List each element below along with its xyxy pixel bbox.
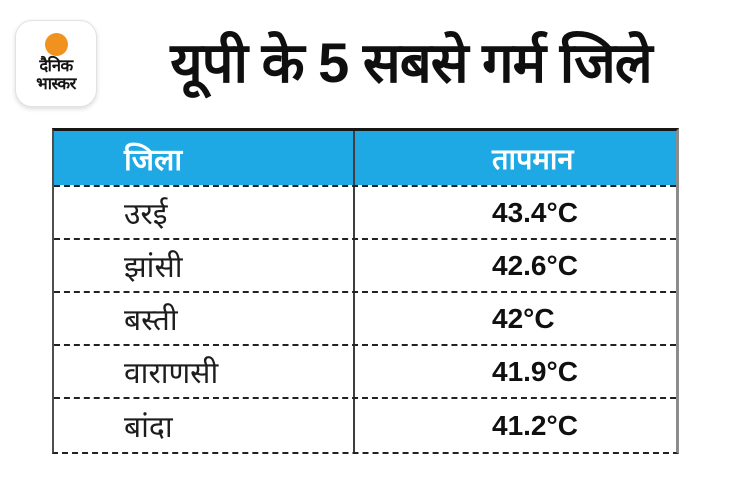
temperature-column-header: तापमान [355,131,676,185]
table-row: बस्ती 42°C [54,293,676,346]
temperature-cell: 42.6°C [492,249,578,281]
page-title: यूपी के 5 सबसे गर्म जिले [170,31,652,94]
table-row: झांसी 42.6°C [54,240,676,293]
table-row: वाराणसी 41.9°C [54,346,676,399]
logo-text-line1: दैनिक [39,57,73,76]
district-cell: उरई [54,187,355,238]
temperature-cell: 43.4°C [492,196,578,228]
temperature-cell: 41.2°C [492,409,578,441]
temperature-cell: 42°C [492,302,555,334]
district-cell: बांदा [54,399,355,452]
district-cell: बस्ती [54,293,355,344]
logo-text-line2: भास्कर [36,75,76,93]
sun-icon [44,33,68,57]
table-row: बांदा 41.2°C [54,399,676,452]
temperature-table: जिला तापमान उरई 43.4°C झांसी 42.6°C बस्त… [52,128,679,454]
dainik-bhaskar-logo: दैनिक भास्कर [15,20,97,107]
district-cell: वाराणसी [54,346,355,397]
table-header-row: जिला तापमान [54,131,676,187]
temperature-cell: 41.9°C [492,355,578,387]
district-cell: झांसी [54,240,355,291]
district-column-header: जिला [54,131,355,185]
table-row: उरई 43.4°C [54,187,676,240]
